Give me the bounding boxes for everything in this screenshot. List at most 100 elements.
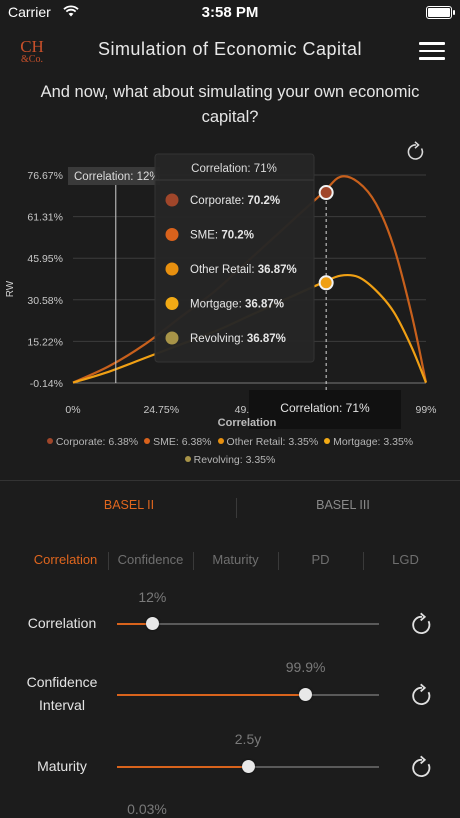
legend-label: Mortgage: 3.35% <box>333 436 414 448</box>
segment-basel-ii[interactable]: BASEL II <box>14 498 244 518</box>
legend-label: SME: 6.38% <box>153 436 212 448</box>
legend-label: Corporate: 6.38% <box>55 436 139 448</box>
chart-tooltip: Correlation: 71% Corporate: 70.2%SME: 70… <box>154 153 315 363</box>
confidence-slider[interactable] <box>117 688 379 701</box>
tooltip-row-value: 70.2% <box>248 195 281 207</box>
y-tick-label: 61.31% <box>27 212 63 224</box>
maturity-label: Maturity <box>37 758 87 774</box>
segment-basel-iii[interactable]: BASEL III <box>228 498 458 518</box>
slider-thumb[interactable] <box>299 688 313 701</box>
slider-fill <box>117 766 248 768</box>
tooltip-row-name: Revolving: <box>190 333 247 345</box>
legend-item: SME: 6.38% <box>144 433 212 451</box>
tab-pd[interactable]: PD <box>311 552 330 567</box>
legend-dot-icon <box>217 438 224 444</box>
slider-fill <box>117 623 153 625</box>
tab-lgd[interactable]: LGD <box>392 552 419 567</box>
menu-bar-icon <box>419 49 445 52</box>
legend-label: Other Retail: 3.35% <box>226 436 319 448</box>
correlation-label: Correlation <box>27 615 97 631</box>
segment-basel-ii-label: BASEL II <box>103 498 155 512</box>
tooltip-row-value: 70.2% <box>221 230 254 242</box>
carrier-label: Carrier <box>8 4 51 20</box>
y-axis-label: RW <box>5 280 16 297</box>
tooltip-row-name: Other Retail: <box>190 264 258 276</box>
legend-label: Revolving: 3.35% <box>193 454 276 466</box>
tooltip-dot-icon <box>165 262 179 276</box>
confidence-value: 99.9% <box>285 659 326 675</box>
tooltip-row: SME: 70.2% <box>190 230 254 242</box>
tooltip-row-name: SME: <box>190 230 221 242</box>
x-axis-label: Correlation <box>218 417 277 429</box>
reset-correlation-icon[interactable] <box>409 612 435 638</box>
battery-icon <box>426 6 455 19</box>
status-bar: Carrier 3:58 PM <box>0 0 460 26</box>
legend-dot-icon <box>184 456 191 462</box>
correlation-marker-label: Correlation: 12% <box>74 171 160 183</box>
pd-value: 0.03% <box>127 801 167 817</box>
correlation-value: 12% <box>138 589 167 605</box>
legend-item: Corporate: 6.38% <box>46 433 139 451</box>
segment-separator <box>236 498 237 518</box>
tooltip-row-value: 36.87% <box>245 299 284 311</box>
highlight-point <box>318 275 334 291</box>
legend-dot-icon <box>46 438 53 444</box>
intro-text: And now, what about simulating your own … <box>40 83 420 126</box>
logo-suffix: &Co. <box>21 54 43 65</box>
tab-confidence[interactable]: Confidence <box>117 552 184 567</box>
segment-basel-iii-label: BASEL III <box>316 498 370 512</box>
tooltip-row: Mortgage: 36.87% <box>190 299 284 311</box>
y-axis-ticks: 76.67% 61.31% 45.95% 30.58% 15.22% -0.14% <box>27 170 63 390</box>
crosshair-x-badge: Correlation: 71% <box>249 390 401 429</box>
brand-logo: CH &Co. <box>16 38 48 65</box>
chart-points <box>318 185 334 291</box>
slider-fill <box>117 694 306 696</box>
x-tick-label: 0% <box>65 404 80 416</box>
legend-item: Mortgage: 3.35% <box>324 433 413 451</box>
highlight-point <box>318 185 334 201</box>
tab-maturity[interactable]: Maturity <box>212 552 259 567</box>
chart-legend: Corporate: 6.38% SME: 6.38% Other Retail: … <box>10 433 450 469</box>
maturity-slider[interactable] <box>117 760 379 773</box>
tab-correlation[interactable]: Correlation <box>33 552 98 567</box>
legend-dot-icon <box>144 438 151 444</box>
logo-initials: CH <box>20 37 44 56</box>
slider-thumb[interactable] <box>145 617 159 630</box>
tooltip-row: Corporate: 70.2% <box>190 195 280 207</box>
y-tick-label: 15.22% <box>27 336 63 348</box>
y-tick-label: -0.14% <box>30 378 63 390</box>
correlation-marker-badge: Correlation: 12% <box>68 167 160 185</box>
crosshair-x-label: Correlation: 71% <box>280 401 370 415</box>
tab-separator <box>193 552 194 570</box>
y-tick-label: 76.67% <box>27 170 63 182</box>
clock: 3:58 PM <box>201 4 259 21</box>
wifi-icon <box>63 5 79 17</box>
tooltip-row-name: Corporate: <box>190 195 248 207</box>
tooltip-row-name: Mortgage: <box>190 299 245 311</box>
tooltip-row: Other Retail: 36.87% <box>190 264 297 276</box>
tab-separator <box>108 552 109 570</box>
reset-confidence-icon[interactable] <box>409 683 435 709</box>
slider-thumb[interactable] <box>241 760 255 773</box>
legend-item: Other Retail: 3.35% <box>217 433 319 451</box>
x-tick-label: 24.75% <box>143 404 179 416</box>
legend-item: Revolving: 3.35% <box>184 451 276 469</box>
reset-maturity-icon[interactable] <box>409 755 435 781</box>
tooltip-row: Revolving: 36.87% <box>190 333 286 345</box>
reset-chart-icon[interactable] <box>404 140 428 164</box>
maturity-value: 2.5y <box>234 731 262 747</box>
tab-separator <box>363 552 364 570</box>
tooltip-dot-icon <box>165 297 179 310</box>
y-tick-label: 30.58% <box>27 295 63 307</box>
hamburger-menu-button[interactable] <box>419 42 445 60</box>
correlation-slider[interactable] <box>117 617 379 630</box>
tooltip-title: Correlation: 71% <box>191 163 277 175</box>
menu-bar-icon <box>419 42 445 45</box>
rw-chart[interactable]: 76.67% 61.31% 45.95% 30.58% 15.22% -0.14% 0% 2… <box>0 150 460 435</box>
page-title: Simulation of Economic Capital <box>97 39 363 59</box>
menu-bar-icon <box>419 57 445 60</box>
tooltip-dot-icon <box>165 228 179 241</box>
x-tick-label: 99% <box>415 404 436 416</box>
tooltip-row-value: 36.87% <box>258 264 297 276</box>
y-tick-label: 45.95% <box>27 253 63 265</box>
